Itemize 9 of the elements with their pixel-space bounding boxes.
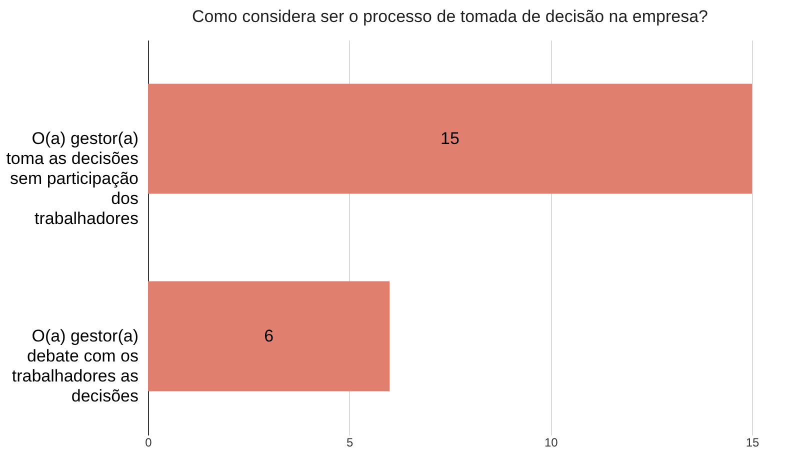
data-label: 6: [264, 326, 274, 346]
y-tick-label: O(a) gestor(a) debate com os trabalhadores as decisões: [12, 326, 138, 406]
chart-title: Como considera ser o processo de tomada de decisão na empresa?: [192, 7, 708, 26]
x-tick-label: 5: [346, 436, 354, 450]
y-tick-label: O(a) gestor(a) toma as decisões sem participação dos trabalhadores: [6, 128, 138, 228]
x-tick-label: 15: [746, 436, 760, 450]
x-tick-label: 0: [145, 436, 152, 450]
x-tick-label: 10: [544, 436, 558, 450]
data-label: 15: [440, 128, 460, 148]
